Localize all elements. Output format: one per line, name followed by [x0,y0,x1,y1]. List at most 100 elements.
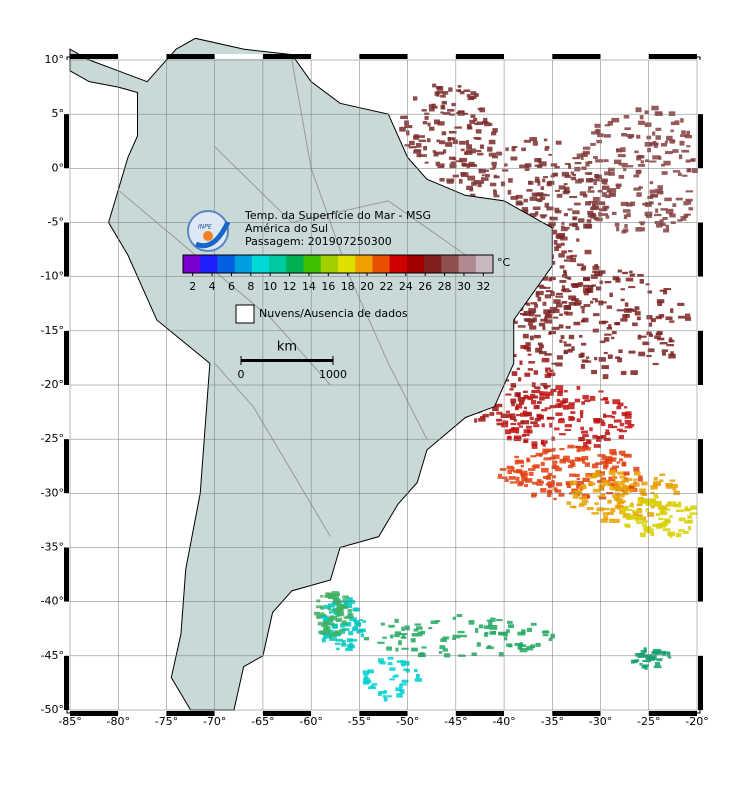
frame-segment [64,493,69,548]
sst-pixel [522,390,528,393]
sst-pixel [409,140,415,146]
sst-pixel [439,177,445,182]
sst-pixel [561,221,565,225]
sst-pixel [468,161,475,166]
sst-pixel [616,471,624,475]
sst-pixel [580,430,588,434]
sst-pixel [633,516,641,519]
sst-pixel [611,416,616,419]
sst-pixel [481,174,485,177]
sst-pixel [590,300,594,304]
sst-pixel [654,501,662,504]
sst-pixel [588,186,592,190]
sst-pixel [352,627,359,632]
sst-pixel [553,316,559,319]
frame-segment [311,711,360,716]
sst-pixel [564,305,571,310]
sst-pixel [333,623,338,627]
sst-pixel [665,508,671,511]
sst-pixel [504,636,508,641]
sst-pixel [349,617,354,622]
sst-pixel [594,173,600,179]
lat-tick-label: -35° [41,541,64,554]
sst-pixel [554,489,562,493]
sst-pixel [622,507,627,510]
sst-pixel [657,185,663,190]
sst-pixel [604,400,610,405]
sst-pixel [429,126,435,131]
sst-pixel [545,290,554,293]
sst-pixel [540,383,548,386]
sst-pixel [587,160,593,164]
sst-pixel [550,163,558,167]
sst-pixel [652,523,659,528]
sst-pixel [644,211,653,217]
frame-segment [64,330,69,385]
frame-segment [64,60,69,115]
sst-pixel [660,208,668,211]
colorbar-tick-label: 16 [321,280,335,293]
sst-pixel [488,152,497,157]
sst-pixel [536,284,544,288]
colorbar-segment [355,255,373,273]
sst-pixel [587,289,594,293]
sst-pixel [417,631,423,637]
sst-pixel [607,120,614,126]
sst-pixel [475,129,482,134]
sst-pixel [335,607,342,612]
sst-pixel [668,353,676,359]
sst-pixel [574,398,581,403]
sst-pixel [680,216,687,221]
sst-pixel [672,170,681,173]
sst-pixel [527,353,532,356]
sst-pixel [458,178,463,184]
sst-pixel [328,603,336,608]
sst-pixel [513,435,522,440]
sst-pixel [445,142,453,147]
colorbar-segment [183,255,201,273]
sst-pixel [657,301,663,307]
sst-pixel [520,473,528,477]
sst-pixel [614,505,621,509]
sst-pixel [451,102,456,107]
sst-pixel [379,661,386,665]
sst-pixel [662,651,671,654]
sst-pixel [635,227,642,232]
lon-tick-label: -50° [396,715,419,728]
sst-pixel [510,423,517,426]
sst-pixel [539,396,545,401]
sst-pixel [666,652,671,657]
frame-segment [698,655,703,710]
sst-pixel [447,136,452,142]
sst-pixel [578,504,585,507]
sst-pixel [666,343,674,347]
sst-pixel [561,300,568,304]
sst-pixel [582,434,589,438]
sst-pixel [615,487,623,492]
sst-pixel [629,270,633,274]
sst-pixel [523,139,531,143]
sst-pixel [685,213,691,216]
sst-pixel [579,191,587,196]
sst-pixel [614,222,620,227]
sst-pixel [659,342,668,345]
sst-pixel [549,422,553,428]
sst-pixel [625,202,633,207]
sst-pixel [552,475,556,479]
sst-pixel [433,152,438,155]
sst-pixel [622,271,629,275]
sst-pixel [502,169,509,172]
sst-pixel [519,360,523,366]
sst-pixel [601,185,610,190]
sst-pixel [614,484,622,490]
sst-pixel [653,648,661,654]
sst-pixel [608,192,616,197]
title-line: Passagem: 201907250300 [245,235,392,248]
sst-pixel [576,153,584,158]
sst-pixel [610,336,615,340]
sst-pixel [691,168,698,174]
sst-pixel [670,351,674,356]
sst-pixel [639,497,644,500]
sst-pixel [540,196,546,200]
sst-pixel [627,477,633,481]
